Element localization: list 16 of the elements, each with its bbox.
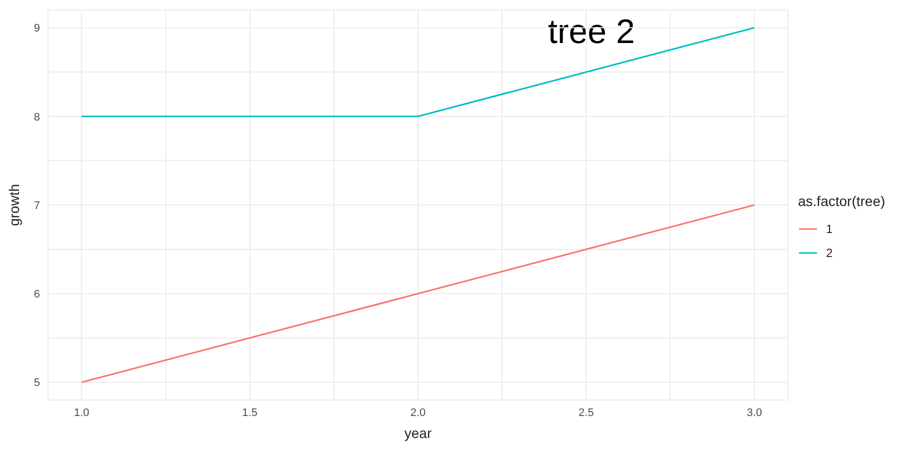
legend-title: as.factor(tree) bbox=[798, 193, 886, 209]
y-tick-label: 9 bbox=[34, 22, 40, 35]
x-tick-label: 2.5 bbox=[578, 406, 594, 419]
y-tick-label: 5 bbox=[34, 377, 40, 390]
x-tick-label: 2.0 bbox=[410, 406, 426, 419]
y-tick-label: 7 bbox=[34, 200, 40, 212]
y-tick-label: 6 bbox=[34, 288, 40, 301]
y-tick-label: 8 bbox=[34, 111, 40, 124]
legend-label: 1 bbox=[826, 222, 833, 236]
x-tick-label: 3.0 bbox=[746, 406, 762, 419]
x-tick-label: 1.0 bbox=[74, 406, 90, 419]
annotation: tree 2 bbox=[548, 12, 635, 52]
y-axis-title: growth bbox=[6, 184, 22, 226]
legend-label: 2 bbox=[826, 246, 833, 260]
x-tick-label: 1.5 bbox=[242, 406, 258, 419]
x-axis-title: year bbox=[404, 425, 432, 441]
